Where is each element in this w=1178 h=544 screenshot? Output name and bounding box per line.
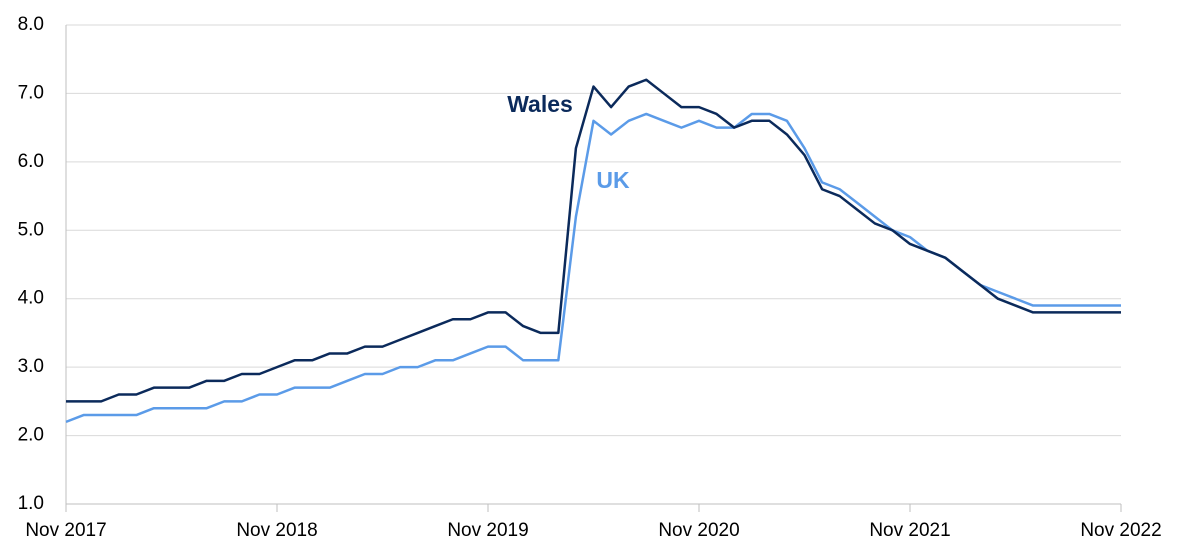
x-tick-label: Nov 2022 — [1080, 520, 1161, 541]
x-tick-label: Nov 2020 — [658, 520, 739, 541]
line-series — [66, 78, 1121, 403]
x-tick-label: Nov 2018 — [236, 520, 317, 541]
y-tick-label: 2.0 — [18, 425, 44, 446]
series-label: Wales — [507, 91, 573, 117]
y-tick-label: 7.0 — [18, 82, 44, 103]
y-tick-label: 3.0 — [18, 356, 44, 377]
x-tick-label: Nov 2021 — [869, 520, 950, 541]
y-tick-label: 4.0 — [18, 288, 44, 309]
x-tick-label: Nov 2019 — [447, 520, 528, 541]
y-tick-label: 5.0 — [18, 219, 44, 240]
y-tick-label: 1.0 — [18, 493, 44, 514]
x-tick-label: Nov 2017 — [25, 520, 106, 541]
series-label: UK — [596, 167, 630, 193]
y-tick-label: 6.0 — [18, 151, 44, 172]
line-series — [65, 112, 1121, 424]
y-tick-label: 8.0 — [18, 14, 44, 35]
